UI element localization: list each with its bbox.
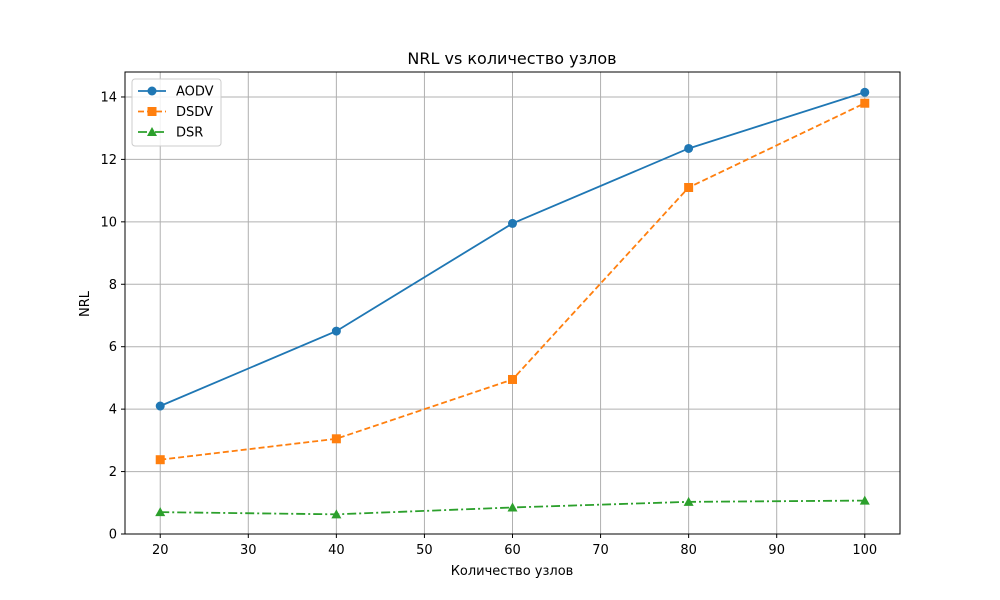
data-point-dsdv	[860, 98, 870, 108]
data-point-dsdv	[155, 455, 165, 465]
data-point-dsr	[331, 509, 342, 519]
legend-marker-dsdv	[147, 107, 157, 116]
x-tick-label: 100	[852, 543, 877, 558]
data-point-dsr	[155, 507, 166, 517]
data-point-dsdv	[684, 183, 694, 192]
grid	[125, 72, 900, 535]
y-tick-label: 14	[100, 90, 117, 105]
y-axis-label: NRL	[78, 290, 93, 317]
legend-label-aodv: AODV	[176, 85, 214, 100]
legend-marker-dsr	[147, 127, 157, 136]
legend-box	[131, 78, 222, 147]
legend-label-dsr: DSR	[176, 126, 203, 141]
data-point-dsdv	[331, 434, 341, 444]
y-tick-label: 6	[109, 340, 117, 355]
series-dsr	[155, 495, 870, 519]
data-point-dsr	[859, 495, 870, 505]
plot-frame	[124, 71, 901, 535]
legend: AODV DSDV DSR	[131, 78, 222, 147]
x-axis-label: Количество узлов	[451, 564, 574, 579]
legend-label-dsdv: DSDV	[176, 105, 213, 120]
y-tick-label: 12	[100, 153, 117, 168]
y-tick-label: 2	[109, 465, 117, 480]
series-dsdv	[155, 98, 870, 465]
x-tick-label: 20	[152, 543, 169, 558]
data-point-aodv	[155, 401, 165, 411]
data-point-dsdv	[508, 374, 517, 384]
x-tick-label: 70	[592, 543, 609, 558]
data-point-aodv	[508, 218, 517, 228]
x-tick-label: 50	[416, 543, 433, 558]
y-tick-label: 4	[109, 403, 117, 418]
y-tick-label: 8	[109, 278, 117, 293]
y-tick-label: 10	[100, 215, 117, 230]
data-point-aodv	[860, 87, 870, 97]
x-tick-label: 80	[680, 543, 697, 558]
data-point-dsr	[683, 496, 694, 506]
x-tick-label: 60	[504, 543, 521, 558]
data-point-aodv	[331, 326, 341, 336]
data-point-dsr	[507, 502, 518, 512]
y-tick-label: 0	[109, 528, 117, 543]
x-tick-label: 30	[240, 543, 257, 558]
chart-title: NRL vs количество узлов	[407, 49, 616, 68]
x-tick-label: 40	[328, 543, 345, 558]
x-tick-label: 90	[768, 543, 785, 558]
data-point-aodv	[684, 143, 694, 153]
plot-series	[155, 87, 870, 519]
series-aodv	[155, 87, 870, 411]
axis-ticks: 20 30 40 50 60 70 80 90 100 0 2 4 6 8 10 12 14	[100, 90, 877, 558]
legend-marker-aodv	[147, 86, 157, 96]
